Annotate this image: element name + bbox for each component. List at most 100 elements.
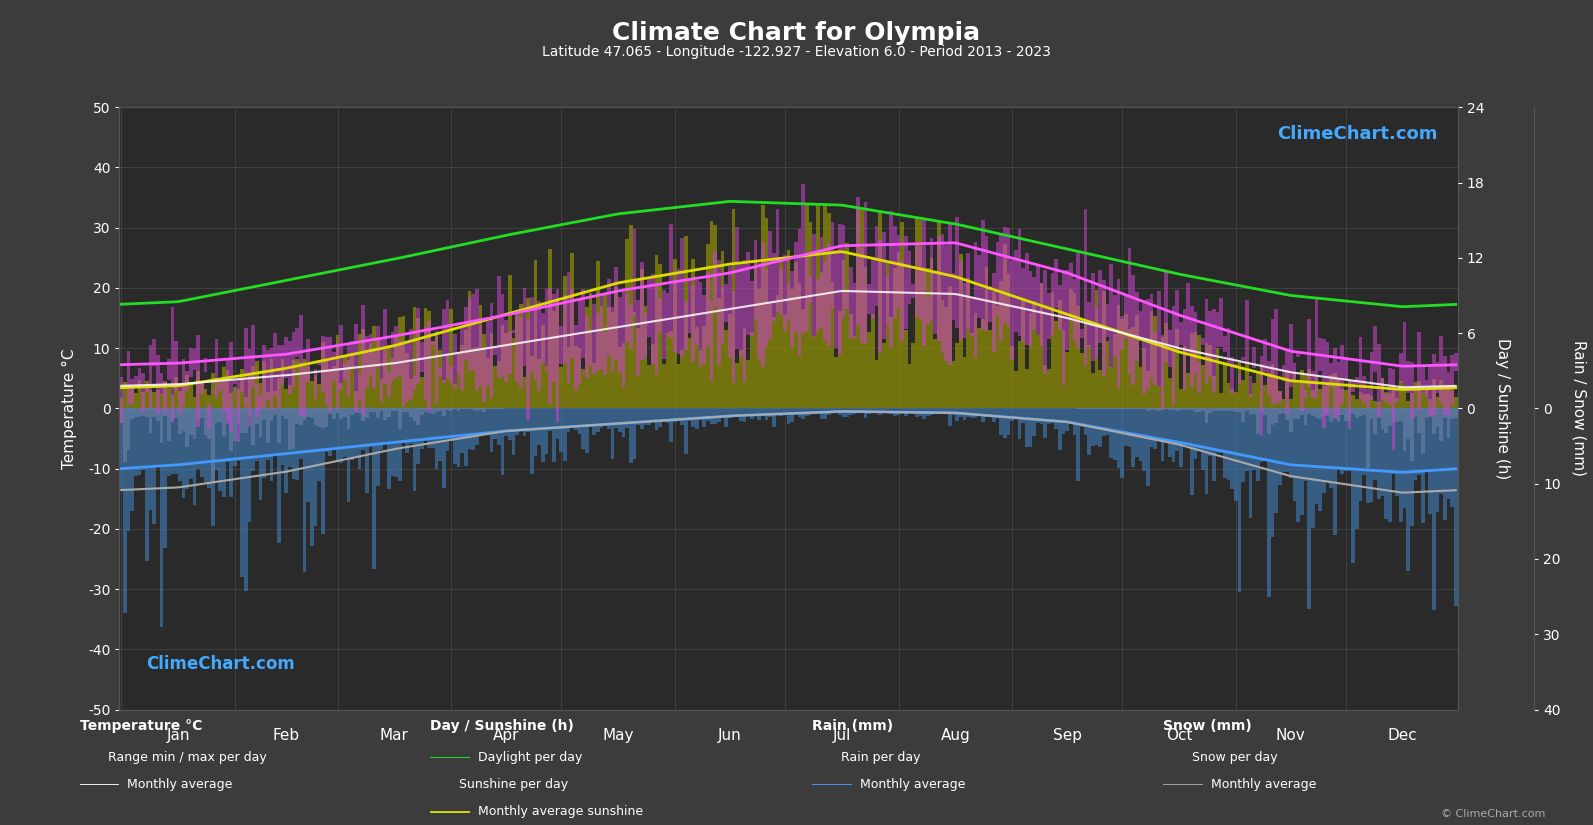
Bar <box>233 408 237 466</box>
Bar <box>339 325 342 390</box>
Bar <box>599 295 604 370</box>
Bar <box>1303 390 1308 398</box>
Bar <box>1388 394 1392 408</box>
Bar <box>593 363 596 408</box>
Bar <box>350 408 354 460</box>
Bar <box>134 393 139 408</box>
Bar <box>596 408 599 431</box>
Bar <box>1227 328 1230 365</box>
Bar <box>468 298 472 371</box>
Bar <box>897 234 900 308</box>
Bar <box>409 329 413 398</box>
Bar <box>889 408 894 414</box>
Bar <box>1308 408 1311 609</box>
Bar <box>1333 347 1337 419</box>
Bar <box>621 343 626 408</box>
Bar <box>757 290 761 408</box>
Bar <box>1337 408 1340 422</box>
Bar <box>1289 408 1292 478</box>
Bar <box>1157 291 1161 385</box>
Bar <box>314 375 317 408</box>
Bar <box>218 408 221 422</box>
Bar <box>1446 388 1450 408</box>
Bar <box>596 314 599 371</box>
Bar <box>710 408 714 424</box>
Bar <box>1263 385 1266 408</box>
Bar <box>959 408 962 417</box>
Bar <box>537 408 542 445</box>
Bar <box>1438 336 1443 403</box>
Bar <box>1098 270 1102 343</box>
Bar <box>1329 408 1333 422</box>
Bar <box>145 408 148 417</box>
Bar <box>1209 311 1212 377</box>
Bar <box>644 305 647 408</box>
Bar <box>134 408 139 417</box>
Bar <box>358 408 362 413</box>
Bar <box>1300 370 1303 408</box>
Bar <box>553 311 556 408</box>
Bar <box>336 408 339 460</box>
Bar <box>984 267 988 408</box>
Bar <box>175 408 178 417</box>
Bar <box>846 408 849 417</box>
Bar <box>798 229 801 356</box>
Bar <box>1348 382 1351 429</box>
Bar <box>530 297 534 373</box>
Bar <box>804 408 809 416</box>
Bar <box>816 279 820 331</box>
Bar <box>636 328 640 408</box>
Bar <box>804 204 809 408</box>
Bar <box>285 408 288 493</box>
Bar <box>1209 345 1212 408</box>
Bar <box>494 408 497 409</box>
Bar <box>573 346 578 408</box>
Bar <box>567 346 570 408</box>
Bar <box>167 389 170 408</box>
Bar <box>317 408 322 480</box>
Bar <box>325 408 328 427</box>
Bar <box>1230 408 1235 412</box>
Bar <box>703 295 706 364</box>
Bar <box>849 314 852 408</box>
Bar <box>695 280 699 346</box>
Bar <box>699 408 703 420</box>
Bar <box>449 408 452 440</box>
Bar <box>398 408 401 429</box>
Bar <box>897 408 900 415</box>
Bar <box>387 408 390 417</box>
Bar <box>710 301 714 380</box>
Bar <box>1399 353 1402 383</box>
Bar <box>1278 391 1282 408</box>
Bar <box>269 408 274 421</box>
Bar <box>182 408 185 497</box>
Bar <box>229 394 233 408</box>
Bar <box>523 288 526 365</box>
Bar <box>295 408 299 480</box>
Bar <box>757 408 761 420</box>
Bar <box>1094 408 1098 446</box>
Bar <box>156 356 159 414</box>
Bar <box>632 313 636 408</box>
Bar <box>1450 408 1454 418</box>
Bar <box>526 408 530 432</box>
Bar <box>303 408 306 573</box>
Bar <box>1303 375 1308 408</box>
Bar <box>328 408 331 456</box>
Bar <box>894 408 897 416</box>
Bar <box>1201 338 1204 345</box>
Bar <box>306 365 311 408</box>
Bar <box>739 350 742 408</box>
Bar <box>365 408 368 417</box>
Bar <box>999 234 1004 342</box>
Bar <box>632 408 636 459</box>
Bar <box>647 408 652 425</box>
Bar <box>703 408 706 427</box>
Bar <box>1117 305 1120 408</box>
Bar <box>867 285 871 314</box>
Bar <box>1193 332 1198 408</box>
Bar <box>903 236 908 329</box>
Bar <box>1311 408 1314 528</box>
Bar <box>292 408 295 449</box>
Bar <box>358 333 362 408</box>
